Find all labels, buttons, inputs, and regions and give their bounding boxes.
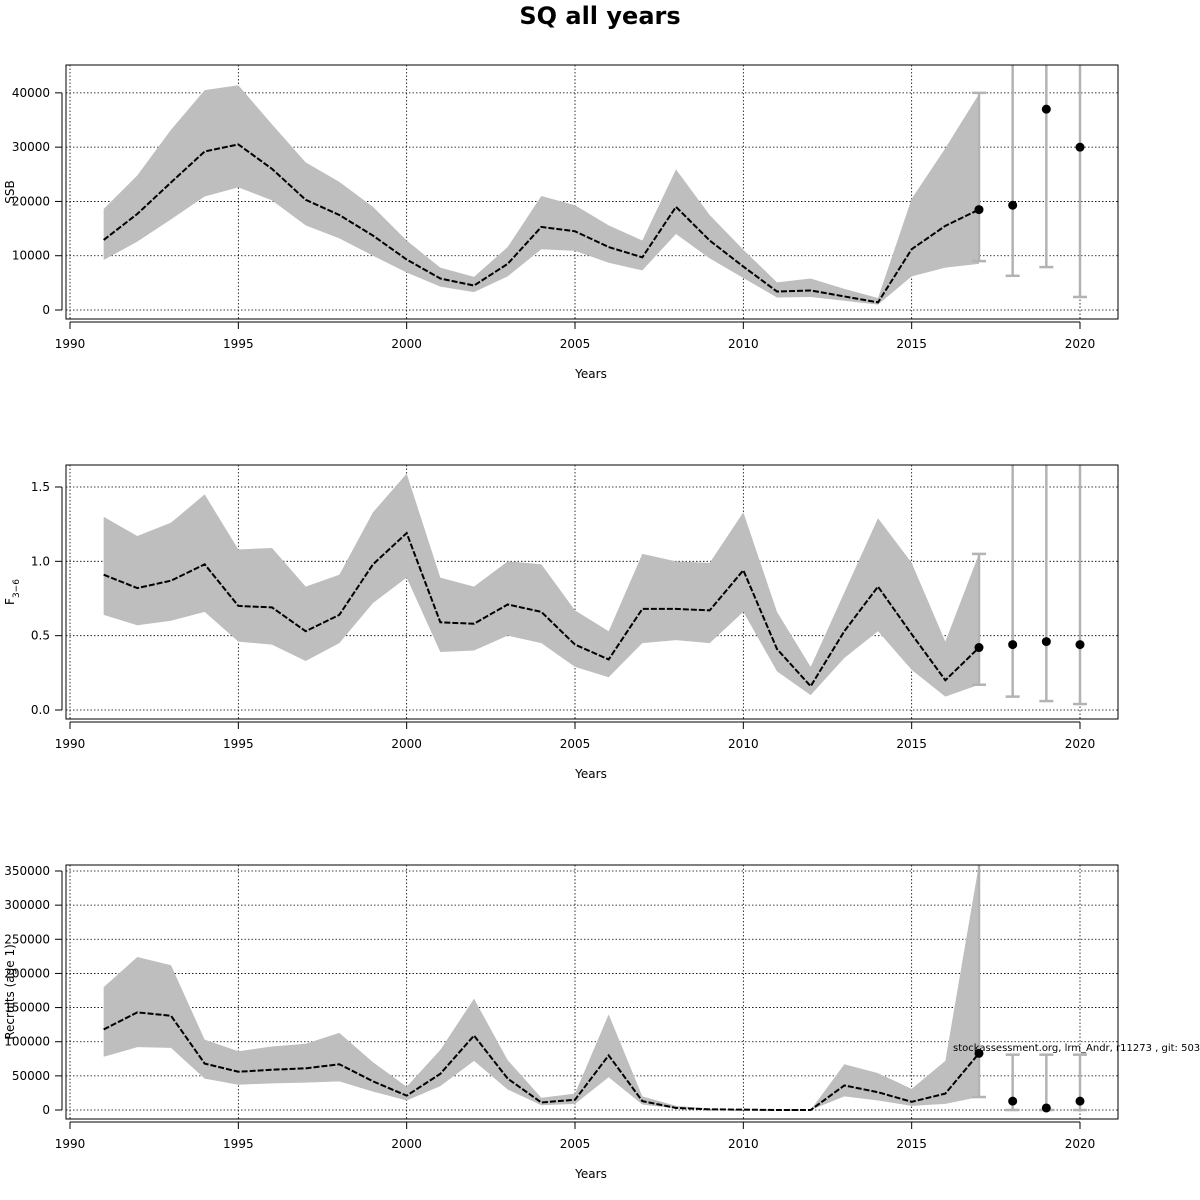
plot-area — [103, 865, 1087, 1113]
y-tick-label: 0.5 — [31, 629, 50, 643]
y-tick-label: 250000 — [4, 932, 50, 946]
forecast-point — [1075, 142, 1085, 152]
y-tick-label: 30000 — [12, 140, 50, 154]
confidence-band — [103, 473, 979, 697]
y-tick-label: 150000 — [4, 1001, 50, 1015]
y-tick-label: 0 — [42, 303, 50, 317]
x-axis-label: Years — [574, 367, 607, 381]
y-tick-label: 50000 — [12, 1069, 50, 1083]
estimate-line — [103, 143, 980, 304]
x-tick-label: 1990 — [55, 1137, 86, 1151]
estimate-line — [103, 531, 980, 688]
y-axis-label: Recruits (age 1) — [3, 944, 17, 1040]
y-tick-label: 100000 — [4, 1035, 50, 1049]
forecast-point — [1008, 200, 1018, 210]
panel-2: 1990 1995 2000 2005 2010 2015 2020 Years 0.0 0.5 1… — [3, 464, 1119, 781]
confidence-band — [103, 85, 979, 305]
forecast-point — [1008, 640, 1018, 650]
forecast-point — [1041, 1103, 1051, 1113]
x-tick-label: 2000 — [391, 337, 422, 351]
x-tick-label: 2010 — [728, 337, 759, 351]
y-tick-label: 350000 — [4, 864, 50, 878]
confidence-band — [103, 865, 979, 1110]
y-tick-label: 10000 — [12, 249, 50, 263]
chart-title: SQ all years — [519, 2, 680, 30]
y-tick-label: 300000 — [4, 898, 50, 912]
plot-frame — [65, 864, 1119, 1120]
forecast-point — [974, 205, 984, 215]
y-axis-label: SSB — [3, 180, 17, 203]
plot-area — [103, 65, 1087, 305]
x-tick-label: 2015 — [896, 1137, 927, 1151]
panel-1: 1990 1995 2000 2005 2010 2015 2020 Years 0 10000 2… — [3, 64, 1119, 381]
x-tick-label: 1995 — [223, 737, 254, 751]
x-tick-label: 2020 — [1065, 1137, 1096, 1151]
x-tick-label: 2020 — [1065, 737, 1096, 751]
x-tick-label: 2010 — [728, 1137, 759, 1151]
y-tick-label: 0 — [42, 1103, 50, 1117]
panel-3: 1990 1995 2000 2005 2010 2015 2020 Years 0 50000 1… — [3, 864, 1119, 1181]
x-tick-label: 2000 — [391, 737, 422, 751]
y-axis-label-subscript: 3−6 — [12, 579, 22, 598]
x-tick-label: 2010 — [728, 737, 759, 751]
forecast-point — [1075, 640, 1085, 650]
plot-area — [103, 465, 1087, 706]
x-tick-label: 1990 — [55, 737, 86, 751]
y-axis-label: F3−6 — [3, 579, 22, 605]
y-tick-label: 1.0 — [31, 554, 50, 568]
forecast-point — [1075, 1096, 1085, 1106]
x-tick-label: 2015 — [896, 737, 927, 751]
y-tick-label: 40000 — [12, 86, 50, 100]
x-tick-label: 1990 — [55, 337, 86, 351]
forecast-point — [1008, 1096, 1018, 1106]
x-tick-label: 2005 — [560, 737, 591, 751]
y-tick-label: 1.5 — [31, 480, 50, 494]
forecast-point — [1041, 104, 1051, 114]
y-tick-label: 200000 — [4, 966, 50, 980]
y-tick-label: 0.0 — [31, 703, 50, 717]
chart-panels: 1990 1995 2000 2005 2010 2015 2020 Years 0 10000 2… — [3, 64, 1119, 1181]
x-tick-label: 2015 — [896, 337, 927, 351]
x-tick-label: 2005 — [560, 337, 591, 351]
x-tick-label: 1995 — [223, 337, 254, 351]
x-tick-label: 2020 — [1065, 337, 1096, 351]
footnote: stockassessment.org, lrm_Andr, r11273 , … — [953, 1043, 1200, 1054]
plot-frame — [65, 464, 1119, 720]
forecast-point — [974, 1048, 984, 1058]
x-axis-label: Years — [574, 1167, 607, 1181]
x-axis-label: Years — [574, 767, 607, 781]
plot-frame — [65, 64, 1119, 320]
forecast-point — [974, 643, 984, 653]
x-tick-label: 2005 — [560, 1137, 591, 1151]
x-tick-label: 1995 — [223, 1137, 254, 1151]
y-tick-label: 20000 — [12, 194, 50, 208]
forecast-point — [1041, 637, 1051, 647]
x-tick-label: 2000 — [391, 1137, 422, 1151]
